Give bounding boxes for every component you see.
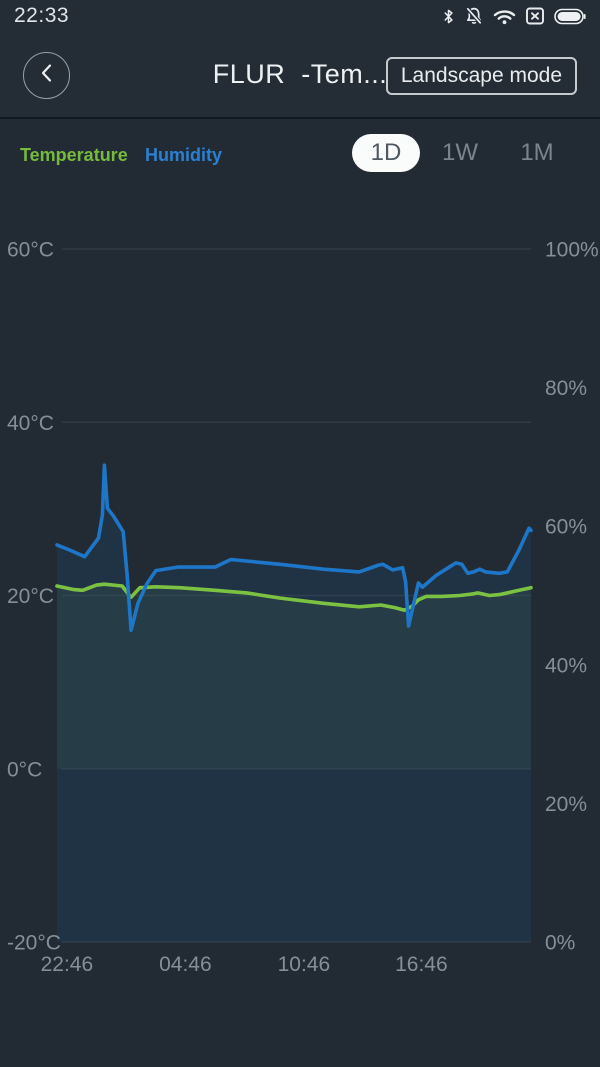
x-axis-tick-label: 22:46 xyxy=(41,953,94,976)
back-button[interactable] xyxy=(23,52,70,99)
status-bar: 22:33 xyxy=(0,0,600,32)
y-axis-right-tick-label: 80% xyxy=(545,377,587,400)
temperature-line xyxy=(55,582,533,613)
y-axis-left-tick-label: 60°C xyxy=(7,239,54,262)
landscape-mode-button[interactable]: Landscape mode xyxy=(385,57,577,95)
header: FLUR -Tem... Landscape mode xyxy=(0,32,600,117)
tab-1m[interactable]: 1M xyxy=(520,139,554,166)
tab-1d[interactable]: 1D xyxy=(352,134,420,172)
status-icons xyxy=(442,6,586,26)
x-axis-tick-label: 10:46 xyxy=(278,953,331,976)
y-axis-left-tick-label: -20°C xyxy=(7,932,61,955)
wifi-icon xyxy=(493,8,516,25)
bluetooth-icon xyxy=(442,7,455,26)
humidity-line xyxy=(55,463,533,633)
temperature-area xyxy=(57,584,531,769)
battery-icon xyxy=(554,7,586,26)
y-axis-right-tick-label: 100% xyxy=(545,239,599,262)
humidity-area xyxy=(57,465,531,942)
y-axis-right-tick-label: 40% xyxy=(545,654,587,677)
chart-controls: Temperature Humidity 1D 1W 1M xyxy=(0,119,600,190)
y-axis-right-tick-label: 0% xyxy=(545,932,575,955)
header-divider xyxy=(0,117,600,119)
no-sim-icon xyxy=(525,6,545,26)
y-axis-left-tick-label: 20°C xyxy=(7,585,54,608)
y-axis-left-tick-label: 40°C xyxy=(7,412,54,435)
temperature-humidity-chart[interactable]: 60°C 40°C 20°C 0°C -20°C 100% 80% 60% 40% 20% 0% 22… xyxy=(0,190,600,1067)
status-time: 22:33 xyxy=(14,4,70,27)
chevron-left-icon xyxy=(36,61,58,90)
chart-area: 60°C 40°C 20°C 0°C -20°C 100% 80% 60% 40% 20% 0% 22… xyxy=(0,190,600,1067)
legend-humidity[interactable]: Humidity xyxy=(145,145,223,165)
y-axis-left-tick-label: 0°C xyxy=(7,758,42,781)
y-axis-right-tick-label: 20% xyxy=(545,793,587,816)
notifications-muted-icon xyxy=(464,6,484,26)
y-axis-right-tick-label: 60% xyxy=(545,516,587,539)
x-axis-tick-label: 04:46 xyxy=(159,953,212,976)
legend-temperature[interactable]: Temperature xyxy=(20,145,128,165)
x-axis-tick-label: 16:46 xyxy=(395,953,448,976)
tab-1w[interactable]: 1W xyxy=(442,139,478,166)
